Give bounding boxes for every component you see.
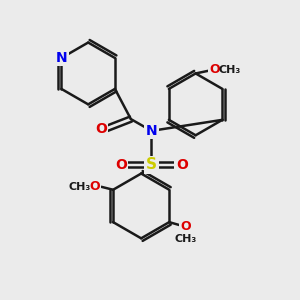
Text: CH₃: CH₃: [174, 234, 196, 244]
Text: O: O: [115, 158, 127, 172]
Text: CH₃: CH₃: [68, 182, 90, 192]
Text: O: O: [89, 180, 100, 193]
Text: N: N: [56, 51, 67, 65]
Text: O: O: [176, 158, 188, 172]
Text: N: N: [146, 124, 157, 138]
Text: O: O: [95, 122, 107, 136]
Text: S: S: [146, 157, 157, 172]
Text: CH₃: CH₃: [219, 65, 241, 75]
Text: O: O: [180, 220, 191, 233]
Text: O: O: [209, 63, 220, 76]
